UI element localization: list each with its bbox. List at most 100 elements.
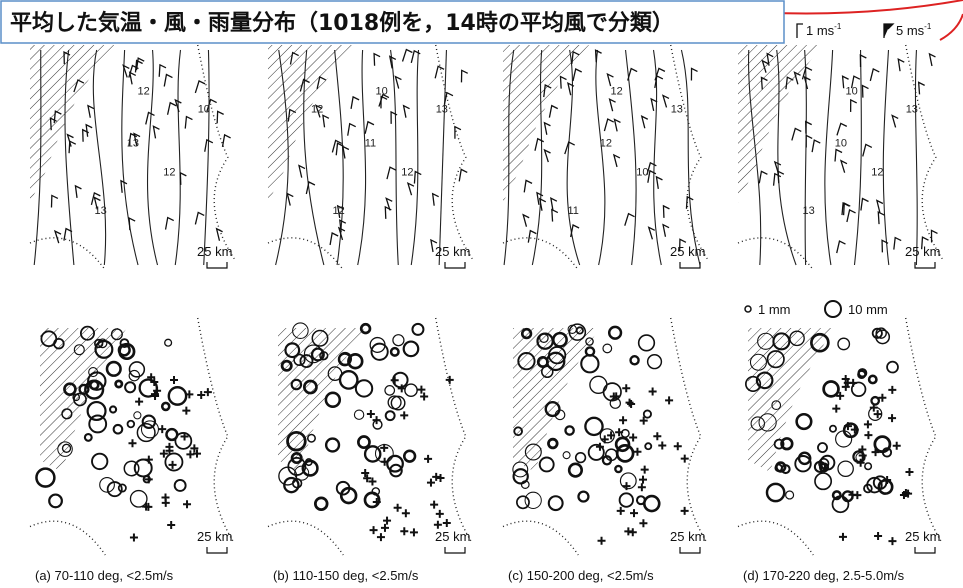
rain-circle: [549, 496, 563, 510]
rain-circle: [387, 456, 403, 472]
rain-circle: [578, 492, 588, 502]
wind-barb: [878, 212, 884, 224]
no-rain-mark: [653, 432, 661, 440]
no-rain-mark: [617, 507, 625, 515]
rain-circle: [385, 386, 395, 396]
wind-barb: [323, 115, 329, 127]
no-rain-mark: [681, 507, 689, 515]
contour-label: 10: [636, 167, 648, 179]
no-rain-mark: [167, 521, 175, 529]
wind-barb: [614, 155, 620, 167]
wind-barb: [552, 210, 558, 222]
wind-barb: [217, 111, 223, 123]
title: 平均した気温・風・雨量分布（1018例を，14時の平均風で分類）: [10, 10, 674, 36]
contour-label: 10: [835, 137, 847, 149]
contour-label: 13: [906, 104, 918, 116]
rain-circle: [107, 362, 121, 376]
slide: 平均した気温・風・雨量分布（1018例を，14時の平均風で分類） 1 ms-1 …: [0, 0, 963, 588]
contour-label: 11: [365, 137, 376, 149]
scale-bar: [680, 547, 700, 553]
contour: [439, 50, 446, 265]
no-rain-mark: [638, 483, 646, 491]
rain-circle: [412, 324, 423, 335]
no-rain-mark: [394, 504, 402, 512]
contour: [204, 50, 209, 265]
contour: [175, 50, 180, 265]
wind-barb: [408, 183, 414, 195]
wind-barb: [842, 203, 849, 215]
rain-circle: [585, 418, 602, 435]
contour: [567, 50, 580, 265]
wind-barb: [551, 198, 557, 210]
mountain-area: [30, 45, 116, 203]
no-rain-mark: [370, 526, 378, 534]
contour: [654, 50, 662, 265]
wind-barb: [837, 123, 847, 135]
no-rain-mark: [169, 461, 177, 469]
wind-barb: [663, 225, 669, 237]
wind-barb: [863, 144, 872, 156]
wind-barb: [648, 171, 656, 183]
rain-circle: [887, 362, 898, 373]
rain-circle: [326, 439, 339, 452]
wind-barb: [299, 166, 305, 178]
no-rain-mark: [367, 410, 375, 418]
rain-circle: [175, 480, 186, 491]
no-rain-mark: [639, 519, 647, 527]
rain-circle: [354, 410, 363, 419]
wind-barb: [870, 69, 879, 81]
wind-barb: [841, 161, 847, 173]
rain-circle: [279, 467, 297, 485]
no-rain-mark: [436, 510, 444, 518]
rain-circle: [869, 376, 876, 383]
no-rain-mark: [381, 524, 389, 532]
rain-circle: [92, 454, 107, 469]
rain-circle: [603, 344, 612, 353]
rain-circle: [326, 393, 340, 407]
wind-barb: [195, 81, 205, 93]
rain-circle: [767, 484, 784, 501]
rain-circle: [315, 498, 327, 510]
no-rain-mark: [424, 455, 432, 463]
rain-circle: [165, 453, 182, 470]
no-rain-mark: [853, 491, 861, 499]
no-rain-mark: [402, 509, 410, 517]
no-rain-mark: [182, 407, 190, 415]
no-rain-mark: [626, 399, 634, 407]
rain-circle: [838, 338, 850, 350]
rain-circle: [875, 437, 890, 452]
rain-circle: [358, 436, 369, 447]
wind-barb: [625, 214, 635, 226]
rain-circle: [36, 469, 54, 487]
wind-barb: [656, 177, 662, 189]
no-rain-mark: [186, 450, 194, 458]
rain-circle: [865, 463, 872, 470]
rain-circle: [830, 426, 836, 432]
rain-circle: [405, 384, 417, 396]
no-rain-mark: [627, 400, 635, 408]
scale-label: 25 km: [670, 244, 705, 259]
no-rain-mark: [674, 442, 682, 450]
rain-circle: [129, 362, 144, 377]
wind-barb: [217, 229, 223, 241]
contour: [335, 50, 344, 265]
rain-circle: [563, 452, 570, 459]
rain-circle: [116, 381, 122, 387]
wind-legend: 1 ms-1 5 ms-1: [797, 22, 932, 38]
caption: (d) 170-220 deg, 2.5-5.0m/s: [743, 568, 905, 583]
no-rain-mark: [864, 431, 872, 439]
scale-label: 25 km: [197, 244, 232, 259]
rain-circle: [565, 426, 573, 434]
no-rain-mark: [377, 533, 385, 541]
no-rain-mark: [888, 386, 896, 394]
no-rain-mark: [649, 387, 657, 395]
wind-barb: [663, 206, 669, 218]
contour: [148, 50, 158, 265]
wind-barb: [806, 135, 812, 147]
wind-barb: [387, 167, 396, 179]
contour-label: 13: [95, 205, 107, 217]
wind-barb: [528, 231, 536, 243]
wind-barb: [180, 173, 186, 185]
wind-barb: [306, 182, 315, 194]
rain-circle: [110, 406, 116, 412]
